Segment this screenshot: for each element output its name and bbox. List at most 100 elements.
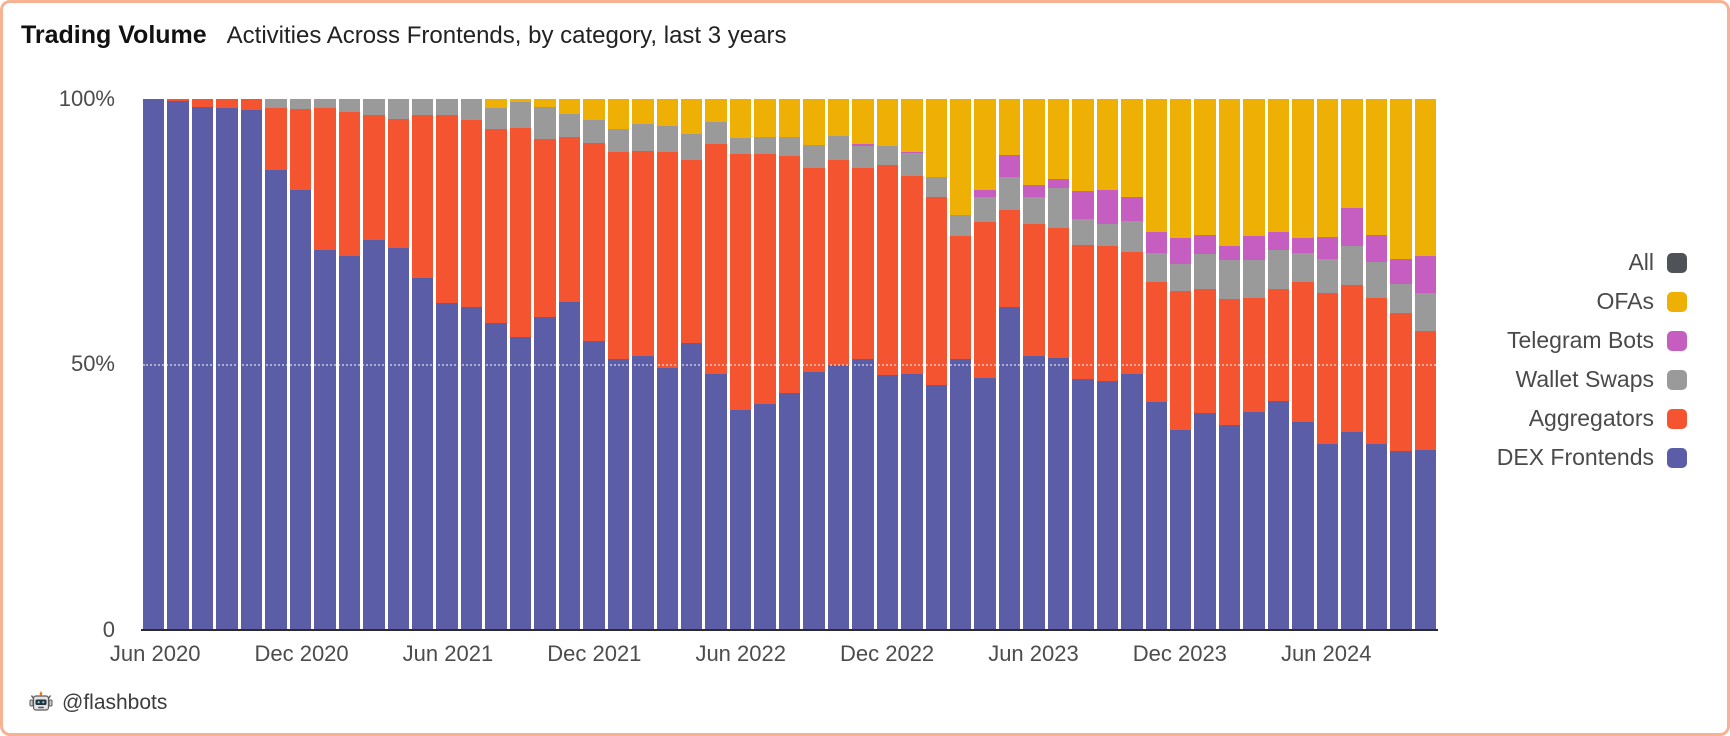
legend-item-wallet-swaps[interactable]: Wallet Swaps	[1497, 360, 1687, 399]
bar-segment-ofas	[534, 99, 556, 107]
bar-segment-ofas	[1292, 99, 1314, 239]
legend-item-telegram-bots[interactable]: Telegram Bots	[1497, 321, 1687, 360]
y-tick-label-0: 0	[102, 617, 115, 642]
bar-segment-ofas	[1023, 99, 1045, 186]
bar-segment-ofas	[1194, 99, 1216, 235]
bar-segment-telegram-bots	[1365, 234, 1388, 262]
bar-segment-dex-frontends	[1292, 421, 1314, 630]
bar-segment-telegram-bots	[998, 154, 1021, 177]
bar-segment-wallet-swaps	[1072, 218, 1094, 246]
bar-segment-ofas	[583, 99, 605, 121]
bar-segment-dex-frontends	[1341, 431, 1363, 630]
bar-segment-wallet-swaps	[1267, 250, 1290, 289]
bar-segment-wallet-swaps	[1341, 246, 1363, 285]
bar-mar-2024	[1243, 99, 1265, 630]
bar-segment-wallet-swaps	[632, 123, 654, 151]
legend-item-aggregators[interactable]: Aggregators	[1497, 399, 1687, 438]
bar-segment-wallet-swaps	[485, 108, 507, 130]
chart-header: Trading Volume Activities Across Frontend…	[21, 21, 786, 50]
y-tick-label-50: 50%	[70, 351, 115, 376]
bar-dec-2020	[289, 99, 312, 630]
bar-segment-wallet-swaps	[1316, 259, 1339, 293]
bar-segment-dex-frontends	[1096, 380, 1119, 630]
bar-segment-aggregators	[705, 144, 727, 374]
bar-segment-dex-frontends	[216, 107, 238, 630]
bar-segment-telegram-bots	[1218, 246, 1241, 261]
y-tick-label-100: 100%	[58, 86, 115, 111]
bar-segment-wallet-swaps	[1365, 261, 1388, 298]
bar-segment-wallet-swaps	[925, 177, 947, 198]
bar-segment-dex-frontends	[485, 323, 507, 630]
bar-segment-dex-frontends	[901, 373, 923, 630]
bar-aug-2021	[485, 99, 507, 630]
bar-segment-dex-frontends	[925, 385, 947, 630]
x-tick-label-jun-2020: Jun 2020	[109, 641, 201, 666]
bar-segment-dex-frontends	[363, 239, 385, 630]
bar-segment-telegram-bots	[974, 190, 996, 198]
bar-segment-ofas	[1121, 99, 1143, 198]
bar-segment-wallet-swaps	[876, 146, 899, 166]
bar-segment-ofas	[998, 99, 1021, 155]
bar-nov-2022	[852, 99, 874, 630]
bar-segment-aggregators	[314, 108, 336, 251]
x-tick-label-jun-2021: Jun 2021	[402, 641, 494, 666]
bar-segment-aggregators	[949, 236, 972, 359]
bar-segment-wallet-swaps	[460, 99, 483, 120]
x-tick-label-dec-2023: Dec 2023	[1132, 641, 1227, 666]
bar-segment-aggregators	[1121, 252, 1143, 375]
legend-label: OFAs	[1596, 288, 1654, 314]
legend-item-dex-frontends[interactable]: DEX Frontends	[1497, 438, 1687, 477]
bar-segment-telegram-bots	[901, 151, 923, 154]
bar-jan-2022	[607, 99, 630, 630]
bar-segment-aggregators	[363, 114, 385, 240]
bar-segment-dex-frontends	[754, 404, 776, 630]
bar-sep-2020	[216, 99, 238, 630]
bar-oct-2023	[1121, 99, 1143, 630]
bar-aug-2023	[1072, 99, 1094, 630]
bar-segment-telegram-bots	[1267, 231, 1290, 251]
bar-segment-telegram-bots	[1390, 259, 1412, 284]
bar-segment-wallet-swaps	[607, 129, 630, 153]
bar-segment-telegram-bots	[1292, 238, 1314, 254]
bar-segment-aggregators	[1341, 284, 1363, 432]
legend: All OFAs Telegram Bots Wallet Swaps Aggregat…	[1497, 243, 1687, 477]
bar-segment-wallet-swaps	[534, 106, 556, 139]
bar-segment-ofas	[485, 99, 507, 109]
bar-segment-dex-frontends	[338, 255, 361, 630]
bar-segment-ofas	[1072, 99, 1094, 192]
bar-segment-dex-frontends	[509, 337, 532, 630]
gridline-50pct	[143, 364, 1436, 366]
bar-segment-dex-frontends	[1365, 444, 1388, 630]
bar-segment-aggregators	[167, 99, 189, 101]
bar-segment-wallet-swaps	[827, 136, 850, 160]
legend-label: Telegram Bots	[1506, 327, 1654, 353]
bar-jan-2021	[314, 99, 336, 630]
bar-sep-2024	[1390, 99, 1412, 630]
legend-item-ofas[interactable]: OFAs	[1497, 282, 1687, 321]
bar-may-2023	[998, 99, 1021, 630]
bar-segment-dex-frontends	[436, 303, 458, 630]
bar-segment-aggregators	[436, 114, 458, 304]
bar-aug-2024	[1365, 99, 1388, 630]
legend-item-all[interactable]: All	[1497, 243, 1687, 282]
bar-segment-wallet-swaps	[729, 138, 752, 155]
bar-segment-dex-frontends	[240, 110, 263, 630]
bar-segment-aggregators	[583, 143, 605, 341]
bar-segment-telegram-bots	[1194, 234, 1216, 255]
bar-segment-aggregators	[1194, 288, 1216, 413]
bar-segment-wallet-swaps	[680, 133, 703, 160]
x-axis-line	[141, 629, 1438, 631]
bar-segment-dex-frontends	[803, 371, 825, 630]
x-tick-label-jun-2022: Jun 2022	[695, 641, 786, 666]
bar-oct-2022	[827, 99, 850, 630]
bar-oct-2021	[534, 99, 556, 630]
bar-jan-2024	[1194, 99, 1216, 630]
bar-dec-2022	[876, 99, 899, 630]
bar-segment-aggregators	[1292, 281, 1314, 422]
bar-segment-wallet-swaps	[1194, 254, 1216, 289]
bar-feb-2023	[925, 99, 947, 630]
bar-segment-ofas	[509, 99, 532, 103]
bar-segment-telegram-bots	[1121, 197, 1143, 221]
bar-segment-dex-frontends	[827, 365, 850, 630]
